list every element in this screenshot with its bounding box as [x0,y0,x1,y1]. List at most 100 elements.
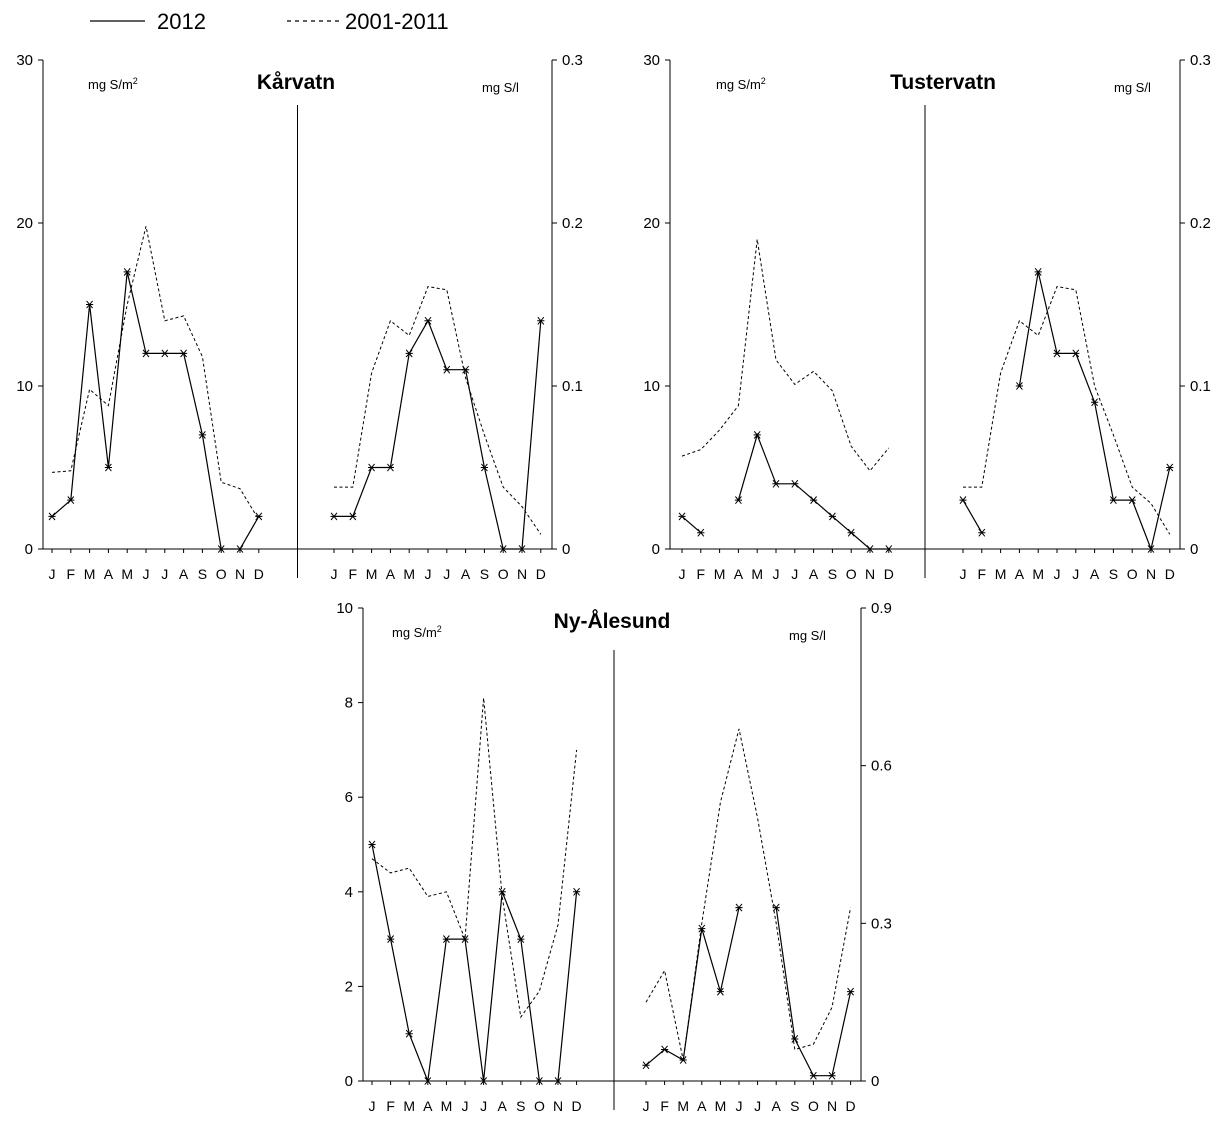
tustervatn-right-month-label-5: J [1054,566,1061,582]
tustervatn-right-month-label-8: S [1109,566,1118,582]
karvatn-concentration-2012-marker-4 [405,349,413,358]
tustervatn-deposition-2012-line-0 [681,515,702,534]
tustervatn-right-unit: mg S/l [1114,80,1151,95]
tustervatn-left-tick-label-0: 0 [652,541,660,558]
tustervatn-right-tick-label-0: 0 [1190,541,1198,558]
ny-alesund-deposition-2012-marker-2 [405,1029,413,1038]
ny-alesund-deposition-2012-marker-3 [424,1077,432,1085]
tustervatn-left-month-label-4: M [751,566,763,582]
karvatn-right-month-label-9: O [498,566,509,582]
tustervatn-deposition-2012-marker-3 [734,496,742,505]
karvatn-left-month-label-6: J [161,566,168,582]
ny-alesund-left-month-label-4: M [441,1098,453,1114]
ny-alesund-deposition-2012-marker-4 [442,935,450,944]
ny-alesund-left-tick-label-1: 2 [345,978,353,995]
ny-alesund-right-month-label-5: J [736,1098,743,1114]
tustervatn-left-month-label-11: D [884,566,894,582]
karvatn-right-month-label-8: S [480,566,489,582]
karvatn-concentration-2012-marker-9 [499,545,507,553]
karvatn-concentration-2012-marker-1 [349,512,357,521]
ny-alesund-title: Ny-Ålesund [554,609,671,633]
tustervatn-concentration-2012-line-1 [1018,271,1171,552]
legend-label-2012: 2012 [157,9,206,34]
tustervatn-right-month-label-4: M [1032,566,1044,582]
ny-alesund-left-tick-label-5: 10 [336,600,353,617]
ny-alesund-left-month-label-2: M [403,1098,415,1114]
tustervatn-left-tick-label-1: 10 [643,378,660,395]
ny-alesund-right-month-label-6: J [754,1098,761,1114]
ny-alesund-right-unit: mg S/l [789,628,826,643]
ny-alesund-right-month-label-1: F [660,1098,669,1114]
ny-alesund-left-month-label-11: D [572,1098,582,1114]
tustervatn-concentration-2012-marker-10 [1147,545,1155,553]
karvatn-concentration-2012-marker-0 [330,512,338,521]
tustervatn-concentration-2012-marker-3 [1015,382,1023,390]
ny-alesund-right-month-label-0: J [643,1098,650,1114]
karvatn-left-tick-label-3: 30 [16,52,33,69]
karvatn-left-tick-label-1: 10 [16,378,33,395]
karvatn-deposition-2012-marker-0 [48,512,56,521]
karvatn-concentration-2012-marker-8 [480,463,488,472]
ny-alesund-right-month-label-10: N [827,1098,837,1114]
ny-alesund-concentration-2012-line-1 [775,907,852,1077]
karvatn-right-tick-label-2: 0.2 [562,215,583,232]
karvatn-left-month-label-9: O [216,566,227,582]
tustervatn-concentration-2001-2011-line-0 [963,286,1171,535]
ny-alesund-right-month-label-8: S [790,1098,799,1114]
ny-alesund-right-tick-label-0: 0 [871,1073,879,1090]
ny-alesund-concentration-2012-marker-4 [716,987,724,996]
karvatn-left-month-label-3: A [104,566,114,582]
ny-alesund-left-month-label-6: J [480,1098,487,1114]
karvatn-left-tick-label-0: 0 [25,541,33,558]
legend: 2012 2001-2011 [90,9,449,34]
tustervatn-left-month-label-10: N [865,566,875,582]
karvatn-left-month-label-0: J [49,566,56,582]
tustervatn-deposition-2012-marker-8 [828,512,836,521]
tustervatn-left-month-label-9: O [846,566,857,582]
tustervatn-left-tick-label-3: 30 [643,52,660,69]
karvatn-deposition-2012-marker-9 [217,545,225,553]
ny-alesund-concentration-2012-marker-10 [828,1071,836,1080]
ny-alesund-left-month-label-9: O [534,1098,545,1114]
ny-alesund-left-tick-label-4: 8 [345,695,353,712]
ny-alesund-concentration-2012-line-0 [645,907,740,1066]
ny-alesund-right-month-label-3: A [697,1098,707,1114]
tustervatn-deposition-2012-marker-11 [885,545,893,553]
karvatn-concentration-2012-marker-3 [386,463,394,472]
ny-alesund-concentration-2012-marker-0 [642,1061,650,1070]
ny-alesund-right-tick-label-3: 0.9 [871,600,892,617]
karvatn-deposition-2012-marker-7 [180,349,188,358]
karvatn-left-month-label-11: D [254,566,264,582]
karvatn-right-month-label-1: F [349,566,358,582]
karvatn-deposition-2012-marker-1 [67,496,75,505]
karvatn-left-tick-label-2: 20 [16,215,33,232]
karvatn-right-unit: mg S/l [482,80,519,95]
karvatn-right-month-label-2: M [366,566,378,582]
karvatn-deposition-2012-line-0 [51,271,260,550]
tustervatn-left-month-label-1: F [697,566,706,582]
ny-alesund-deposition-2001-2011-line-0 [371,697,578,1019]
tustervatn-deposition-2012-line-1 [737,433,889,550]
ny-alesund-left-month-label-1: F [386,1098,395,1114]
ny-alesund-deposition-2012-marker-6 [480,1077,488,1085]
tustervatn-left-month-label-3: A [734,566,744,582]
tustervatn-concentration-2012-marker-8 [1109,496,1117,505]
tustervatn-right-month-label-7: A [1090,566,1100,582]
ny-alesund-left-month-label-5: J [462,1098,469,1114]
karvatn-left-month-label-5: J [143,566,150,582]
karvatn-left-month-label-4: M [121,566,133,582]
ny-alesund-concentration-2012-marker-5 [735,903,743,912]
tustervatn-left-unit: mg S/m2 [716,76,766,92]
karvatn-right-month-label-4: M [403,566,415,582]
karvatn-left-month-label-10: N [235,566,245,582]
karvatn-deposition-2012-marker-2 [86,300,94,309]
ny-alesund-right-month-label-9: O [808,1098,819,1114]
ny-alesund-deposition-2012-marker-10 [554,1077,562,1085]
tustervatn-right-month-label-10: N [1146,566,1156,582]
tustervatn-deposition-2012-marker-10 [866,545,874,553]
tustervatn-right-month-label-2: M [995,566,1007,582]
tustervatn-concentration-2012-marker-9 [1128,496,1136,505]
karvatn-concentration-2012-marker-2 [368,463,376,472]
ny-alesund-left-month-label-8: S [516,1098,525,1114]
